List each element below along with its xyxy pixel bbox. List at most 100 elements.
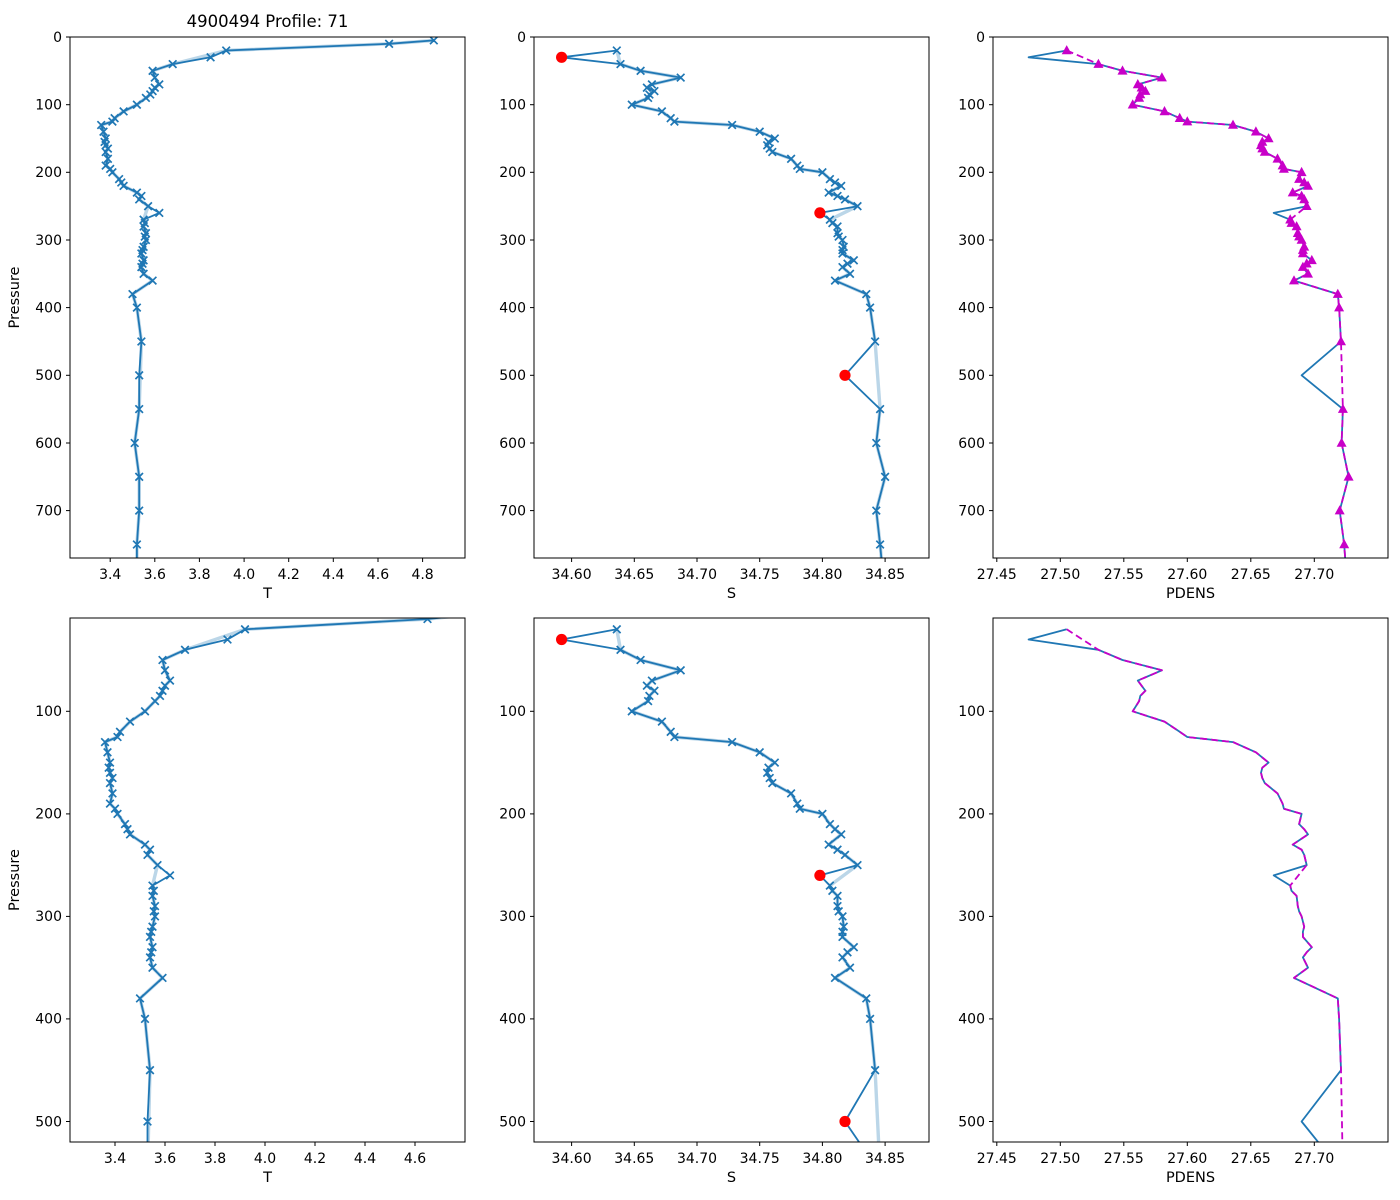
axes-frame: [533, 617, 930, 1143]
x-axis: 27.45 27.50 27.55 27.60 27.65 27.70 PDENS: [977, 558, 1334, 602]
subplot-pdens-bottom: 27.45 27.50 27.55 27.60 27.65 27.70 PDENS 100 20…: [958, 617, 1389, 1186]
x-tick-label: 27.55: [1104, 567, 1144, 583]
y-tick-label: 700: [499, 503, 526, 519]
x-axis-title: T: [262, 586, 272, 602]
flagged-point: [556, 633, 568, 646]
x-tick-label: 27.65: [1231, 1151, 1271, 1167]
triangle-marker: [1182, 116, 1193, 126]
plot-title: 4900494 Profile: 71: [187, 12, 349, 31]
x-tick-label: 34.60: [552, 1151, 592, 1167]
triangle-marker: [1287, 187, 1298, 197]
x-tick-label: 4.4: [354, 1151, 376, 1167]
y-tick-label: 100: [499, 97, 526, 113]
x-markers: [557, 624, 880, 1126]
x-tick-label: 3.8: [204, 1151, 226, 1167]
y-tick-label: 600: [499, 436, 526, 452]
t-raw-line: [100, 39, 434, 558]
pdens-adjusted-line: [1066, 628, 1344, 1142]
y-tick-label: 0: [517, 30, 526, 46]
x-tick-label: 4.6: [404, 1151, 426, 1167]
x-tick-label: 4.6: [367, 567, 389, 583]
triangle-marker: [1303, 180, 1313, 190]
x-tick-label: 3.6: [144, 567, 166, 583]
x-tick-label: 34.65: [614, 1151, 654, 1167]
pdens-raw-line: [1027, 49, 1350, 558]
triangle-marker: [1272, 153, 1283, 163]
x-axis: 3.4 3.6 3.8 4.0 4.2 4.4 4.6 4.8 T: [99, 558, 434, 602]
triangle-marker: [1297, 261, 1308, 271]
y-tick-label: 200: [35, 807, 62, 823]
triangle-marker: [1303, 268, 1313, 278]
triangle-marker: [1117, 65, 1128, 75]
y-axis-title: Pressure: [7, 266, 23, 328]
y-axis: 100 200 300 400 500: [499, 704, 534, 1130]
x-tick-label: 4.0: [254, 1151, 276, 1167]
y-axis: 0 100 200 300 400 500 600 700: [499, 30, 534, 519]
triangle-marker: [1156, 72, 1167, 82]
x-tick-label: 27.45: [977, 567, 1017, 583]
y-tick-label: 700: [35, 503, 62, 519]
y-tick-label: 100: [499, 704, 526, 720]
series-area: [1027, 628, 1344, 1142]
y-tick-label: 500: [499, 1114, 526, 1130]
x-tick-label: 27.60: [1167, 1151, 1207, 1167]
triangle-marker: [1250, 126, 1261, 136]
x-tick-label: 4.2: [304, 1151, 326, 1167]
x-tick-label: 34.75: [740, 567, 780, 583]
x-axis: 27.45 27.50 27.55 27.60 27.65 27.70 PDENS: [977, 1142, 1334, 1186]
y-tick-label: 400: [958, 300, 985, 316]
x-tick-label: 3.6: [154, 1151, 176, 1167]
y-axis: 100 200 300 400 500 Pressure: [7, 704, 70, 1130]
y-tick-label: 200: [499, 165, 526, 181]
x-tick-label: 3.8: [188, 567, 210, 583]
x-axis: 34.60 34.65 34.70 34.75 34.80 34.85 S: [552, 558, 905, 602]
triangle-marker: [1301, 200, 1312, 210]
axes-frame: [69, 617, 466, 1143]
x-tick-label: 27.50: [1040, 567, 1080, 583]
y-tick-label: 200: [35, 165, 62, 181]
y-tick-label: 200: [958, 165, 985, 181]
y-tick-label: 300: [958, 233, 985, 249]
subplot-salinity-bottom: 34.60 34.65 34.70 34.75 34.80 34.85 S 100 200 300…: [499, 617, 930, 1186]
pdens-adjusted-line: [1066, 49, 1350, 558]
triangle-marker: [1343, 471, 1354, 481]
x-tick-label: 27.55: [1104, 1151, 1144, 1167]
y-tick-label: 100: [958, 704, 985, 720]
axes-frame: [992, 617, 1389, 1143]
triangle-marker: [1337, 403, 1348, 413]
y-tick-label: 700: [958, 503, 985, 519]
triangle-marker: [1291, 221, 1302, 231]
x-axis: 34.60 34.65 34.70 34.75 34.80 34.85 S: [552, 1142, 905, 1186]
x-markers: [96, 37, 439, 549]
y-tick-label: 0: [976, 30, 985, 46]
flagged-point: [814, 207, 826, 219]
y-tick-label: 300: [499, 909, 526, 925]
subplot-temperature-top: 3.4 3.6 3.8 4.0 4.2 4.4 4.6 4.8 T 0 100 200 300 400 50…: [7, 12, 466, 602]
triangle-marker: [1296, 234, 1307, 244]
x-tick-label: 34.85: [865, 1151, 905, 1167]
y-tick-label: 500: [35, 1114, 62, 1130]
y-tick-label: 400: [958, 1012, 985, 1028]
y-axis: 0 100 200 300 400 500 600 700: [958, 30, 993, 519]
series-area: [1027, 45, 1354, 558]
x-tick-label: 34.70: [677, 567, 717, 583]
y-tick-label: 600: [35, 436, 62, 452]
triangle-marker: [1259, 146, 1270, 156]
y-tick-label: 600: [958, 436, 985, 452]
subplot-salinity-top: 34.60 34.65 34.70 34.75 34.80 34.85 S 0 100 200 30…: [499, 30, 930, 602]
triangle-marker: [1289, 275, 1299, 285]
s-raw-line: [560, 49, 886, 558]
x-axis-title: S: [727, 1170, 736, 1186]
x-tick-label: 34.80: [802, 567, 842, 583]
y-tick-label: 400: [35, 1012, 62, 1028]
y-tick-label: 500: [958, 368, 985, 384]
x-tick-label: 27.60: [1167, 567, 1207, 583]
y-tick-label: 400: [35, 300, 62, 316]
triangle-marker: [1306, 254, 1317, 265]
series-area: [556, 624, 881, 1142]
y-tick-label: 300: [499, 233, 526, 249]
y-axis: 0 100 200 300 400 500 600 700 Pressure: [7, 30, 70, 519]
flagged-point: [556, 51, 568, 63]
y-axis-title: Pressure: [7, 849, 23, 911]
